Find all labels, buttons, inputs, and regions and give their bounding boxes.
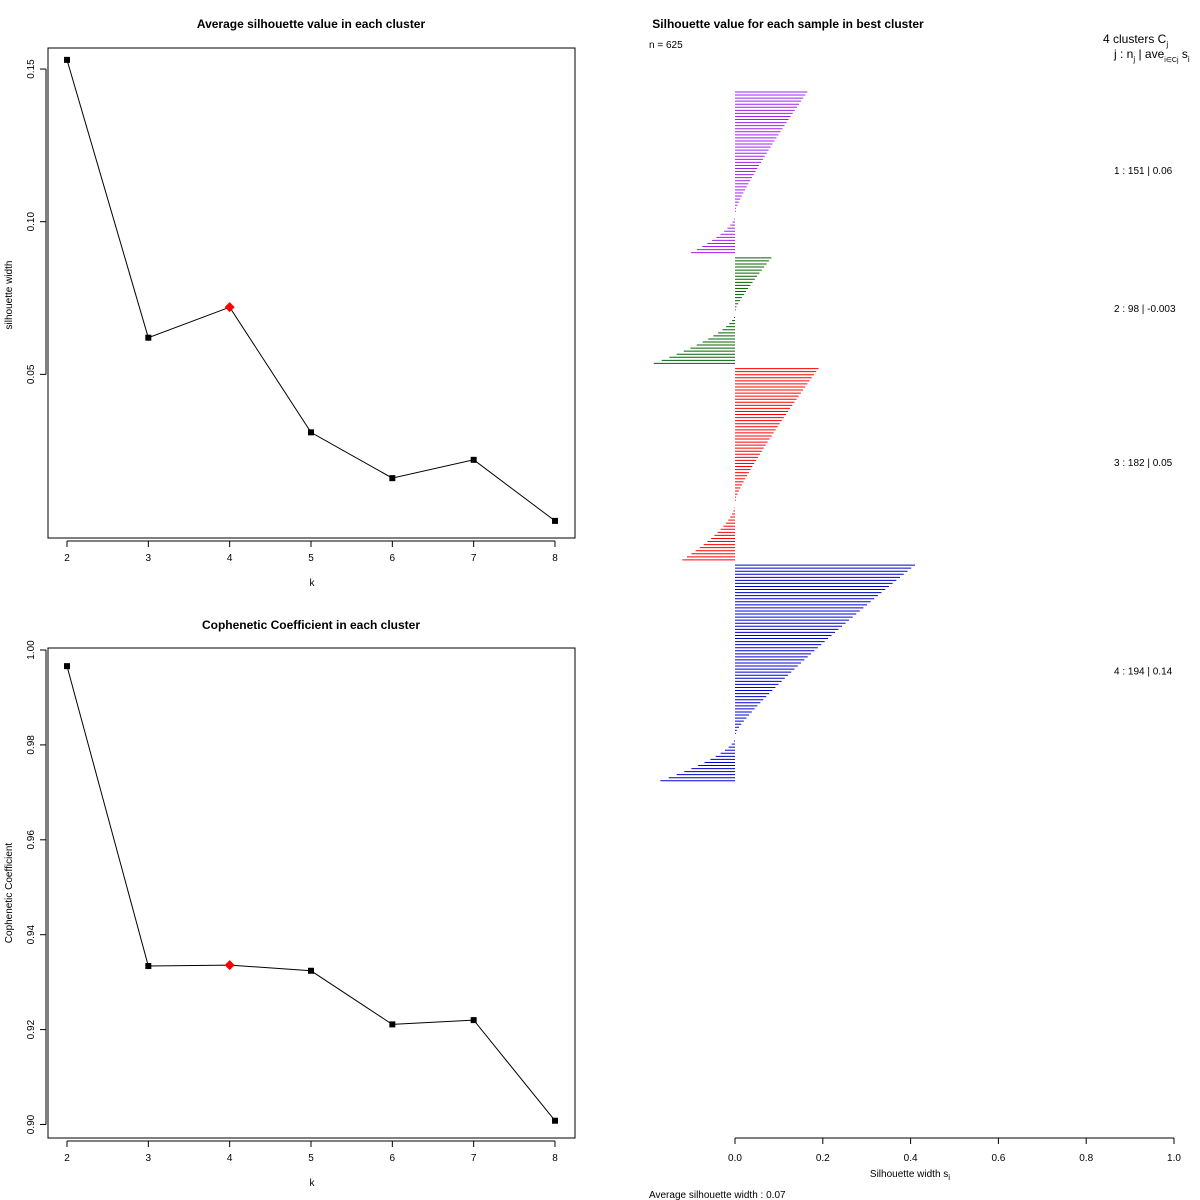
cluster-summary-label: 1 : 151 | 0.06: [1114, 166, 1173, 177]
y-tick-label: 0.94: [26, 925, 37, 945]
chart1-title: Average silhouette value in each cluster: [197, 17, 426, 31]
silhouette-bar-plot: Silhouette value for each sample in best…: [649, 17, 1190, 1200]
y-tick-label: 0.96: [26, 830, 37, 850]
data-point: [389, 1021, 396, 1028]
header-clusters: 4 clusters Cj: [1103, 32, 1168, 49]
x-tick-label: 5: [308, 553, 314, 564]
y-tick-label: 0.92: [26, 1019, 37, 1039]
sample-count: n = 625: [649, 40, 683, 51]
average-silhouette-label: Average silhouette width : 0.07: [649, 1190, 786, 1200]
chart2-title: Cophenetic Coefficient in each cluster: [202, 618, 420, 632]
y-tick-label: 0.98: [26, 735, 37, 755]
chart1-ylabel: silhouette width: [4, 261, 15, 330]
x-tick-label: 6: [390, 1153, 396, 1164]
cluster-summary-label: 3 : 182 | 0.05: [1114, 458, 1173, 469]
x-tick-label: 1.0: [1167, 1153, 1181, 1164]
x-tick-label: 0.8: [1079, 1153, 1093, 1164]
chart3-title: Silhouette value for each sample in best…: [652, 17, 924, 31]
cluster-summary-label: 4 : 194 | 0.14: [1114, 666, 1173, 677]
x-tick-label: 8: [552, 1153, 558, 1164]
x-tick-label: 7: [471, 553, 477, 564]
x-tick-label: 0.0: [728, 1153, 742, 1164]
y-tick-label: 0.05: [26, 364, 37, 384]
x-tick-label: 3: [146, 1153, 152, 1164]
y-tick-label: 0.10: [26, 212, 37, 232]
y-tick-label: 0.90: [26, 1114, 37, 1134]
header-columns: j : nj | avei∈Cj si: [1113, 47, 1190, 64]
x-tick-label: 3: [146, 553, 152, 564]
data-point: [470, 1017, 477, 1024]
x-tick-label: 6: [390, 553, 396, 564]
x-tick-label: 2: [64, 553, 70, 564]
highlight-point: [224, 960, 235, 971]
x-tick-label: 4: [227, 553, 233, 564]
cophenetic-line-chart: Cophenetic Coefficient in each cluster 2…: [4, 618, 576, 1189]
data-point: [145, 963, 152, 970]
x-tick-label: 0.4: [904, 1153, 918, 1164]
chart3-xlabel: Silhouette width si: [870, 1169, 950, 1182]
x-tick-label: 7: [471, 1153, 477, 1164]
cluster-summary-label: 2 : 98 | -0.003: [1114, 304, 1176, 315]
data-point: [470, 456, 477, 463]
x-tick-label: 0.6: [991, 1153, 1005, 1164]
chart2-xlabel: k: [310, 1178, 316, 1189]
silhouette-line-chart: Average silhouette value in each cluster…: [4, 17, 576, 589]
data-point: [308, 967, 314, 974]
data-point: [64, 56, 70, 63]
y-tick-label: 0.15: [26, 59, 37, 79]
data-point: [308, 429, 314, 436]
data-point: [552, 1117, 558, 1124]
y-tick-label: 1.00: [26, 640, 37, 660]
data-point: [552, 517, 558, 524]
data-point: [64, 663, 70, 670]
x-tick-label: 4: [227, 1153, 233, 1164]
chart2-plot-box: [47, 647, 576, 1139]
chart1-plot-box: [47, 47, 576, 539]
highlight-point: [224, 302, 235, 313]
chart2-ylabel: Cophenetic Coefficient: [4, 843, 15, 944]
chart1-xlabel: k: [310, 578, 316, 589]
data-point: [145, 334, 152, 341]
x-tick-label: 8: [552, 553, 558, 564]
x-tick-label: 0.2: [816, 1153, 830, 1164]
x-tick-label: 2: [64, 1153, 70, 1164]
x-tick-label: 5: [308, 1153, 314, 1164]
data-point: [389, 475, 396, 482]
